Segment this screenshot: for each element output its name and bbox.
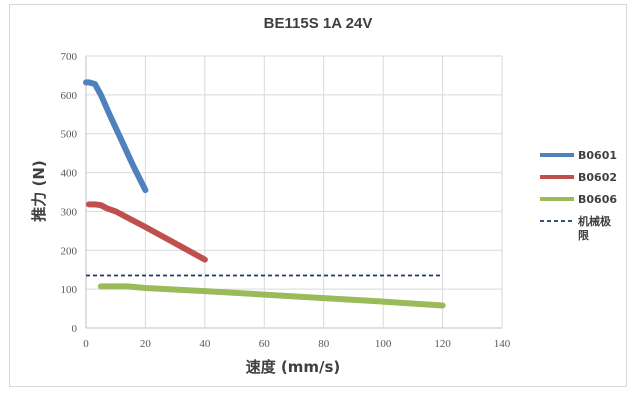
- x-tick-label: 0: [83, 338, 89, 350]
- legend-label: B0606: [578, 193, 617, 206]
- series-line-B0602: [86, 201, 208, 263]
- legend-label: 机械极限: [578, 214, 612, 242]
- y-tick-label: 200: [61, 245, 78, 257]
- y-tick-label: 500: [61, 129, 78, 141]
- x-tick-label: 140: [494, 338, 511, 350]
- legend: B0601 B0602 B0606 机械极限: [540, 149, 617, 242]
- chart-title: BE115S 1A 24V: [264, 15, 373, 32]
- y-tick-label: 0: [72, 323, 78, 335]
- x-tick-label: 100: [375, 338, 392, 350]
- chart-frame: [9, 4, 627, 387]
- series-line-B0601: [83, 79, 149, 194]
- x-tick-label: 40: [199, 338, 211, 350]
- y-tick-label: 600: [61, 90, 78, 102]
- x-axis-title: 速度 (mm/s): [246, 358, 341, 376]
- x-tick-label: 20: [140, 338, 152, 350]
- x-tick-label: 80: [318, 338, 330, 350]
- tick-labels: 0 100 200 300 400 500 600 700 0 20 40 60 80 100 120 140: [61, 51, 511, 350]
- y-tick-label: 700: [61, 51, 78, 63]
- y-tick-label: 100: [61, 284, 78, 296]
- legend-label: B0601: [578, 149, 617, 162]
- series-lines: [83, 79, 446, 309]
- legend-label: B0602: [578, 171, 617, 184]
- y-tick-label: 300: [61, 206, 78, 218]
- y-tick-label: 400: [61, 168, 78, 180]
- x-tick-label: 60: [259, 338, 271, 350]
- y-axis-title: 推力 (N): [30, 160, 48, 222]
- x-tick-label: 120: [434, 338, 451, 350]
- series-line-B0606: [97, 283, 446, 309]
